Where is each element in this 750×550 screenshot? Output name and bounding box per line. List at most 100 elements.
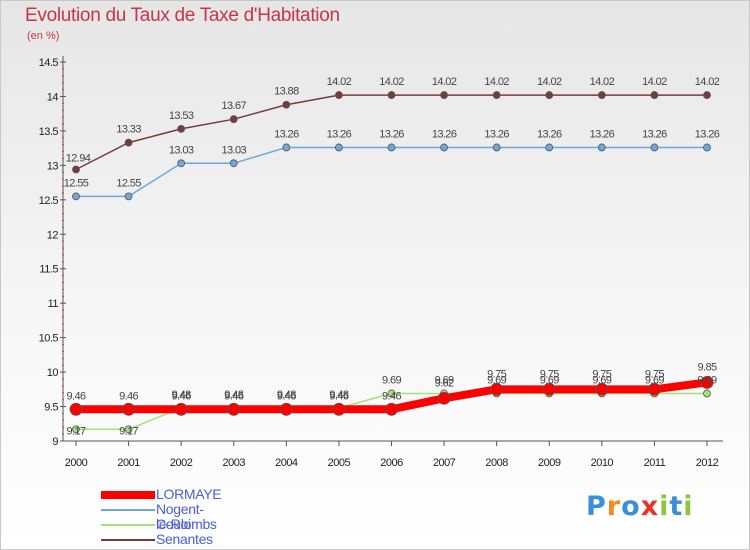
data-point-nogent-le-roi bbox=[492, 143, 501, 152]
data-label-nogent-le-roi: 13.26 bbox=[590, 128, 615, 140]
data-label-senantes: 14.02 bbox=[379, 76, 404, 88]
legend-swatch bbox=[101, 491, 155, 499]
data-point-senantes bbox=[440, 91, 448, 99]
data-label-senantes: 14.02 bbox=[432, 76, 457, 88]
data-label-nogent-le-roi: 13.26 bbox=[695, 128, 720, 140]
y-tick-label: 10.5 bbox=[39, 333, 59, 345]
data-label-lormaye: 9.85 bbox=[697, 361, 716, 373]
y-tick-label: 14.5 bbox=[39, 57, 59, 69]
x-tick-label: 2007 bbox=[433, 457, 456, 469]
y-tick-label: 12 bbox=[47, 229, 59, 241]
data-point-lormaye bbox=[227, 402, 241, 416]
data-point-nogent-le-roi bbox=[703, 143, 711, 152]
data-label-nogent-le-roi: 13.03 bbox=[169, 144, 194, 156]
data-label-coulombs: 9.48 bbox=[329, 389, 348, 401]
data-label-coulombs: 9.69 bbox=[592, 374, 611, 386]
chart-subtitle: (en %) bbox=[27, 30, 60, 42]
data-label-nogent-le-roi: 13.26 bbox=[379, 128, 404, 140]
data-point-coulombs bbox=[387, 389, 396, 398]
x-tick-label: 2005 bbox=[328, 457, 351, 469]
y-tick-label: 13.5 bbox=[39, 126, 59, 138]
data-label-lormaye: 9.62 bbox=[435, 377, 454, 389]
data-label-senantes: 13.67 bbox=[221, 100, 246, 112]
data-point-lormaye bbox=[542, 382, 556, 396]
y-tick-label: 11 bbox=[48, 298, 59, 310]
data-label-senantes: 14.02 bbox=[484, 76, 509, 88]
data-label-senantes: 14.02 bbox=[537, 76, 562, 88]
legend-label: Coulombs bbox=[156, 516, 217, 532]
legend-swatch bbox=[101, 539, 155, 541]
x-tick-label: 2002 bbox=[170, 457, 193, 469]
data-point-nogent-le-roi bbox=[72, 192, 80, 201]
logo-letter: i bbox=[683, 491, 694, 522]
logo-letter: r bbox=[606, 491, 622, 522]
data-point-senantes bbox=[650, 91, 659, 99]
data-label-lormaye: 9.46 bbox=[172, 390, 191, 402]
data-point-lormaye bbox=[69, 402, 83, 416]
x-tick-label: 2011 bbox=[644, 457, 666, 469]
data-label-nogent-le-roi: 12.55 bbox=[116, 177, 141, 189]
data-label-lormaye: 9.46 bbox=[382, 390, 401, 402]
x-tick-label: 2008 bbox=[485, 457, 508, 469]
y-tick-label: 11.5 bbox=[39, 264, 58, 276]
data-label-senantes: 13.53 bbox=[169, 110, 194, 122]
data-point-senantes bbox=[72, 165, 80, 174]
y-tick-label: 12.5 bbox=[39, 195, 59, 207]
data-point-nogent-le-roi bbox=[124, 192, 133, 201]
data-label-coulombs: 9.69 bbox=[435, 374, 454, 386]
data-point-nogent-le-roi bbox=[545, 143, 554, 152]
data-label-coulombs: 9.69 bbox=[487, 374, 506, 386]
data-label-coulombs: 9.48 bbox=[224, 389, 243, 401]
data-point-senantes bbox=[545, 91, 554, 99]
data-label-senantes: 13.88 bbox=[274, 86, 299, 98]
data-label-nogent-le-roi: 13.26 bbox=[642, 128, 667, 140]
logo-letter: i bbox=[659, 491, 670, 522]
data-point-lormaye bbox=[700, 376, 714, 389]
data-point-lormaye bbox=[595, 382, 609, 396]
logo-letter: x bbox=[640, 491, 660, 522]
data-point-lormaye bbox=[332, 402, 346, 416]
data-point-lormaye bbox=[174, 402, 188, 416]
data-point-senantes bbox=[282, 100, 291, 109]
data-point-lormaye bbox=[648, 382, 661, 396]
data-label-lormaye: 9.46 bbox=[329, 390, 348, 402]
data-point-nogent-le-roi bbox=[440, 143, 448, 152]
data-label-coulombs: 9.69 bbox=[382, 374, 401, 386]
data-label-lormaye: 9.75 bbox=[592, 368, 611, 380]
data-label-coulombs: 9.17 bbox=[119, 425, 138, 437]
data-label-lormaye: 9.46 bbox=[224, 390, 243, 402]
data-label-nogent-le-roi: 13.26 bbox=[432, 128, 457, 140]
data-point-senantes bbox=[387, 91, 396, 99]
data-label-coulombs: 9.48 bbox=[277, 389, 296, 401]
data-label-coulombs: 9.69 bbox=[540, 374, 559, 386]
data-point-coulombs bbox=[124, 425, 133, 434]
data-point-senantes bbox=[335, 91, 343, 99]
legend-label: Senantes bbox=[156, 531, 213, 547]
legend-swatch bbox=[101, 509, 155, 511]
data-label-coulombs: 9.69 bbox=[645, 374, 664, 386]
data-point-coulombs bbox=[703, 389, 711, 398]
data-point-nogent-le-roi bbox=[229, 159, 238, 168]
data-label-senantes: 12.94 bbox=[66, 152, 91, 164]
y-tick-label: 14 bbox=[47, 91, 59, 103]
data-point-nogent-le-roi bbox=[387, 143, 396, 152]
data-point-senantes bbox=[229, 115, 238, 124]
legend-label: LORMAYE bbox=[156, 486, 222, 502]
data-label-coulombs: 9.48 bbox=[172, 389, 191, 401]
data-label-nogent-le-roi: 13.26 bbox=[484, 128, 509, 140]
data-point-nogent-le-roi bbox=[282, 143, 291, 152]
data-point-senantes bbox=[597, 91, 606, 99]
x-tick-label: 2001 bbox=[117, 457, 140, 469]
logo-letter: o bbox=[621, 491, 641, 522]
data-label-senantes: 14.02 bbox=[327, 76, 352, 88]
data-point-senantes bbox=[124, 138, 133, 147]
logo-letter: t bbox=[669, 491, 684, 522]
data-label-lormaye: 9.75 bbox=[487, 368, 506, 380]
x-tick-label: 2003 bbox=[223, 457, 246, 469]
data-point-coulombs bbox=[72, 425, 80, 434]
x-tick-label: 2009 bbox=[538, 457, 561, 469]
logo-letter: P bbox=[586, 491, 607, 522]
data-point-lormaye bbox=[122, 402, 135, 416]
